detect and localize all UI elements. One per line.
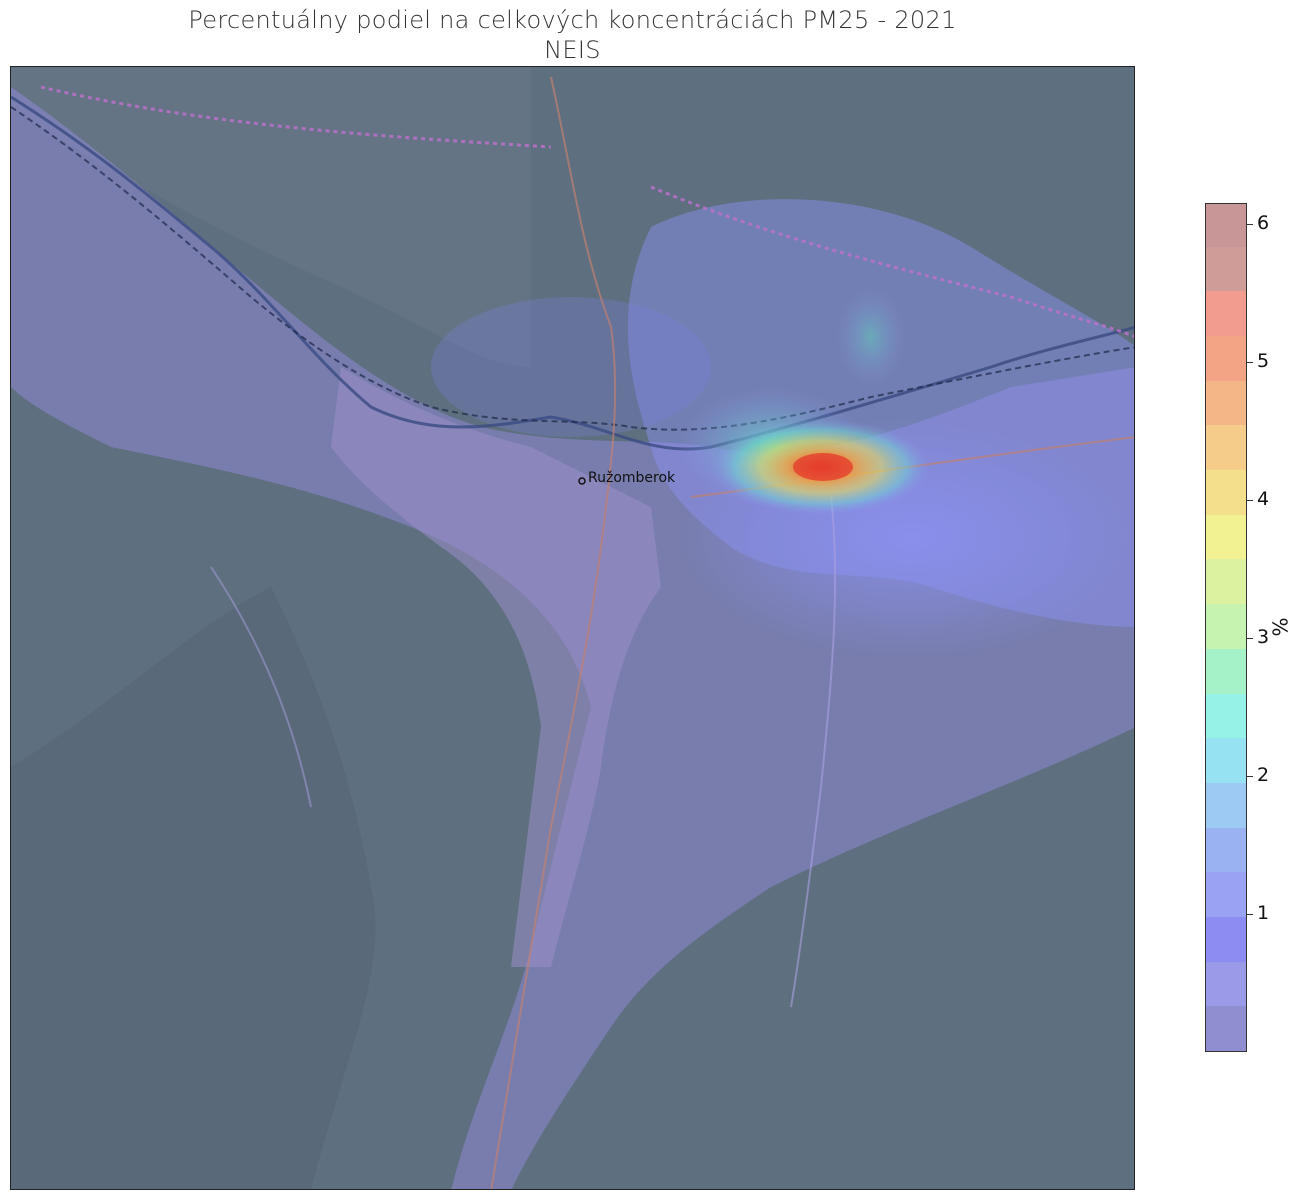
colorbar-band: [1206, 424, 1246, 471]
colorbar-tick-label: 6: [1257, 211, 1270, 234]
side-road: [210, 566, 312, 808]
colorbar-band: [1206, 693, 1246, 739]
colorbar-tick-label: 3: [1257, 625, 1270, 648]
hotspot-core: [793, 453, 853, 481]
colorbar-band: [1206, 514, 1246, 560]
colorbar-band: [1206, 335, 1246, 381]
colorbar-band: [1206, 603, 1246, 649]
city-marker-icon[interactable]: [578, 477, 586, 485]
railway: [11, 106, 1134, 431]
colorbar-band: [1206, 871, 1246, 917]
boundary-line: [40, 85, 552, 149]
concentration-cyan-zone: [836, 287, 906, 387]
colorbar-tick: [1247, 775, 1253, 777]
colorbar-tick: [1247, 913, 1253, 915]
terrain-patch: [11, 67, 531, 367]
colorbar-band: [1206, 1005, 1246, 1051]
terrain-patch: [11, 587, 376, 1189]
colorbar-tick-label: 4: [1257, 487, 1270, 510]
colorbar-band: [1206, 916, 1246, 962]
colorbar-band: [1206, 204, 1246, 247]
main-road: [490, 76, 617, 1189]
colorbar-band: [1206, 648, 1246, 694]
map-subtitle: NEIS: [544, 36, 601, 64]
town-area: [331, 367, 661, 967]
map-title: Percentuálny podiel na celkových koncent…: [188, 6, 957, 34]
colorbar-tick-label: 1: [1257, 901, 1270, 924]
map-canvas: Ružomberok: [11, 67, 1134, 1189]
colorbar-band: [1206, 737, 1246, 783]
colorbar-band: [1206, 782, 1246, 828]
colorbar: [1205, 203, 1247, 1052]
colorbar-band: [1206, 827, 1246, 873]
colorbar-unit-label: %: [1267, 617, 1292, 637]
colorbar-tick-label: 5: [1257, 349, 1270, 372]
side-road: [790, 496, 837, 1008]
colorbar-band: [1206, 469, 1246, 515]
colorbar-tick: [1247, 223, 1253, 225]
colorbar-tick: [1247, 637, 1253, 639]
colorbar-band: [1206, 380, 1246, 426]
colorbar-band: [1206, 559, 1246, 605]
colorbar-tick-label: 2: [1257, 763, 1270, 786]
colorbar-tick: [1247, 361, 1253, 363]
river: [11, 95, 1134, 451]
colorbar-band: [1206, 246, 1246, 292]
colorbar-band: [1206, 290, 1246, 337]
colorbar-band: [1206, 961, 1246, 1007]
boundary-line: [650, 185, 1134, 338]
concentration-glow: [431, 297, 711, 437]
colorbar-tick: [1247, 499, 1253, 501]
map-area[interactable]: Ružomberok: [10, 66, 1135, 1190]
city-label: Ružomberok: [588, 470, 676, 486]
